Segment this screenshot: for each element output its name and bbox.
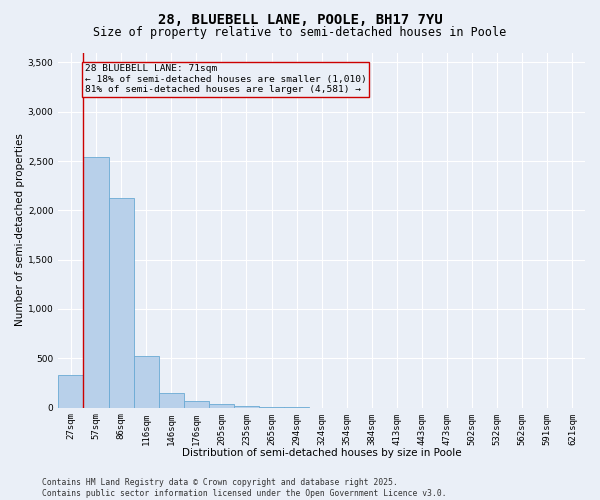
Bar <box>109 198 134 408</box>
Text: Contains HM Land Registry data © Crown copyright and database right 2025.
Contai: Contains HM Land Registry data © Crown c… <box>42 478 446 498</box>
Bar <box>83 157 109 407</box>
Bar <box>184 400 209 407</box>
Bar <box>134 356 158 408</box>
Bar <box>158 394 184 407</box>
Bar <box>58 375 83 408</box>
Bar <box>234 406 259 407</box>
X-axis label: Distribution of semi-detached houses by size in Poole: Distribution of semi-detached houses by … <box>182 448 461 458</box>
Text: 28 BLUEBELL LANE: 71sqm
← 18% of semi-detached houses are smaller (1,010)
81% of: 28 BLUEBELL LANE: 71sqm ← 18% of semi-de… <box>85 64 367 94</box>
Text: Size of property relative to semi-detached houses in Poole: Size of property relative to semi-detach… <box>94 26 506 39</box>
Y-axis label: Number of semi-detached properties: Number of semi-detached properties <box>15 134 25 326</box>
Bar <box>209 404 234 407</box>
Text: 28, BLUEBELL LANE, POOLE, BH17 7YU: 28, BLUEBELL LANE, POOLE, BH17 7YU <box>158 12 442 26</box>
